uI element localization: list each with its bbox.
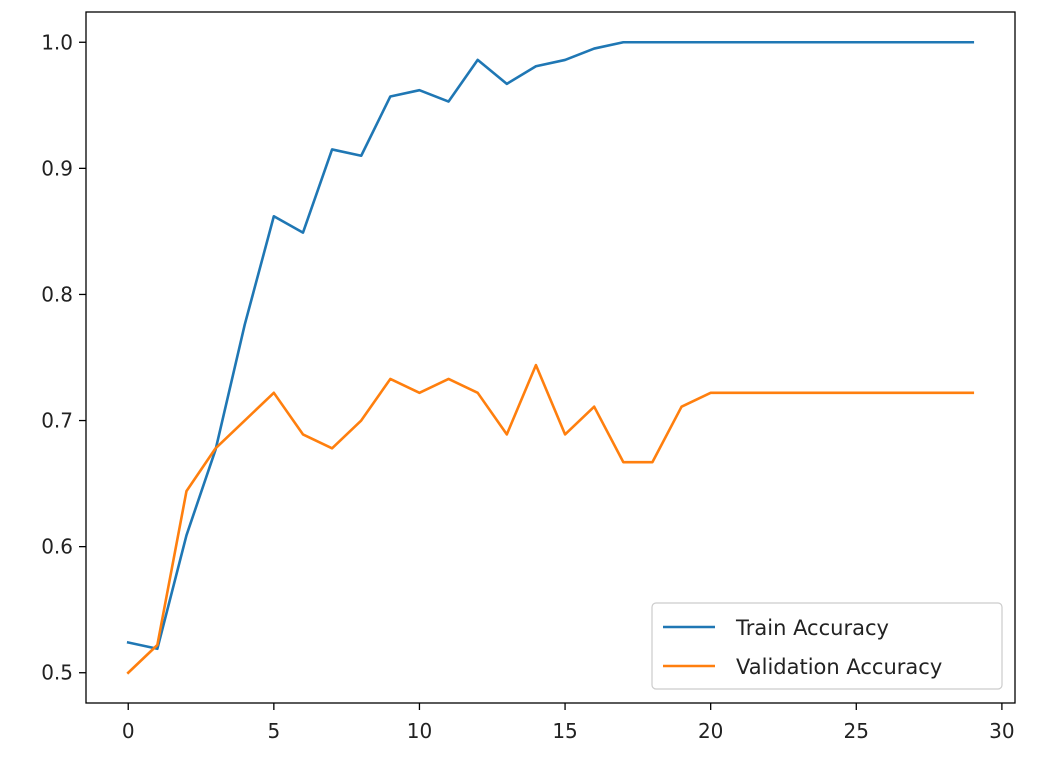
- y-axis: 0.5 0.6 0.7 0.8 0.9 1.0: [41, 30, 86, 685]
- y-tick-label: 0.6: [41, 535, 73, 559]
- y-tick-label: 1.0: [41, 30, 73, 54]
- legend-box: [651, 602, 1003, 690]
- legend-label: Train Accuracy: [735, 616, 889, 640]
- legend: Train Accuracy Validation Accuracy: [651, 602, 1003, 690]
- series-layer: [126, 40, 975, 675]
- y-tick-label: 0.7: [41, 409, 73, 433]
- x-tick-label: 30: [989, 719, 1014, 743]
- legend-label: Validation Accuracy: [736, 655, 942, 679]
- series-line-validation-accuracy: [126, 363, 975, 675]
- x-tick-label: 25: [844, 719, 869, 743]
- y-tick-label: 0.9: [41, 156, 73, 180]
- plot-frame: [85, 11, 1016, 704]
- series-line-train-accuracy: [126, 40, 975, 651]
- x-tick-label: 0: [122, 719, 135, 743]
- y-tick-label: 0.5: [41, 661, 73, 685]
- x-tick-label: 5: [267, 719, 280, 743]
- x-axis: 0 5 10 15 20 25 30: [122, 703, 1015, 743]
- x-tick-label: 10: [407, 719, 432, 743]
- y-tick-label: 0.8: [41, 282, 73, 306]
- x-tick-label: 15: [552, 719, 577, 743]
- x-tick-label: 20: [698, 719, 723, 743]
